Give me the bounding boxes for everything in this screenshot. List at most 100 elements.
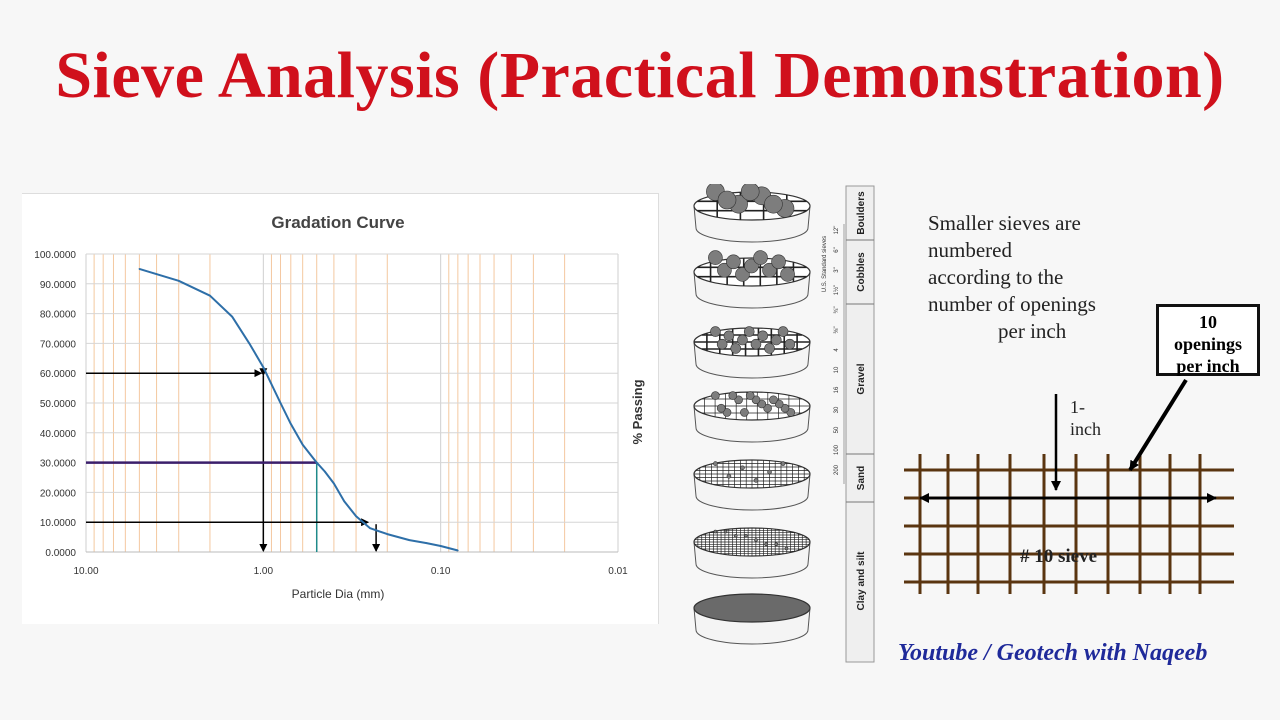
x-tick-label: 0.01 <box>608 566 628 577</box>
y-axis-label: % Passing <box>630 379 645 444</box>
sieve-size-label: 30 <box>834 406 840 413</box>
soil-particle <box>737 334 748 346</box>
sieve-size-label: 1½" <box>833 285 840 295</box>
sieve-size-label: ⅜" <box>834 326 840 333</box>
soil-particle <box>726 473 732 479</box>
soil-particle <box>728 391 738 400</box>
soil-particle <box>744 533 748 538</box>
soil-particle <box>744 258 759 274</box>
curve-data-point <box>315 461 318 464</box>
sieve-size-label: 100 <box>834 444 840 455</box>
openings-pointer-arrow <box>1128 378 1188 472</box>
inch-line: inch <box>1070 419 1101 439</box>
y-tick-label: 40.0000 <box>40 429 77 440</box>
soil-particle <box>777 326 789 337</box>
soil-particle <box>710 326 721 337</box>
sieve-size-label: 10 <box>834 366 840 373</box>
curve-data-point <box>279 402 282 404</box>
soil-particle <box>717 190 737 210</box>
chart-title: Gradation Curve <box>271 213 404 232</box>
soil-particle <box>780 403 790 413</box>
soil-particle <box>764 343 775 354</box>
soil-particle <box>774 399 784 409</box>
curve-data-point <box>177 280 180 282</box>
soil-type-column <box>845 185 875 663</box>
y-tick-label: 10.0000 <box>40 518 77 529</box>
soil-particle <box>743 326 755 337</box>
x-tick-label: 10.00 <box>73 566 98 577</box>
soil-particle <box>717 262 732 278</box>
sieve-rim <box>693 593 811 623</box>
sieve-size-label: 16 <box>834 386 840 393</box>
soil-particle <box>734 395 743 405</box>
soil-particle <box>713 529 718 534</box>
soil-particle <box>771 334 782 346</box>
soil-particle <box>764 542 768 547</box>
curve-data-point <box>457 549 459 552</box>
x-tick-label: 0.10 <box>431 566 451 577</box>
curve-data-point <box>301 443 304 446</box>
soil-particle <box>751 395 761 405</box>
gradation-curve-line <box>139 267 459 552</box>
soil-particle <box>757 399 767 409</box>
y-tick-label: 80.0000 <box>40 310 77 321</box>
gradation-chart-panel: Gradation Curve 100.0000 90.0000 80.0000 70… <box>22 193 659 624</box>
soil-particle <box>723 330 735 342</box>
curve-data-point <box>248 342 251 345</box>
note-line: according to the <box>928 265 1064 289</box>
curve-data-point <box>231 315 233 318</box>
channel-credit: Youtube / Geotech with Naqeeb <box>898 640 1208 666</box>
curve-data-point <box>386 533 389 535</box>
curve-data-point <box>290 423 292 425</box>
soil-particle <box>726 254 741 270</box>
soil-particle <box>723 529 728 534</box>
soil-particle <box>716 403 726 413</box>
x-axis-label: Particle Dia (mm) <box>292 587 385 601</box>
soil-particle <box>740 408 749 417</box>
sieve-numbering-note: Smaller sieves are numbered according to… <box>928 210 1158 345</box>
soil-particle <box>722 408 732 417</box>
soil-particle <box>745 391 755 400</box>
sieve-size-label: 50 <box>834 426 840 433</box>
curve-data-point <box>369 527 371 529</box>
gradation-chart: Gradation Curve 100.0000 90.0000 80.0000 70… <box>34 213 645 601</box>
page-title: Sieve Analysis (Practical Demonstration) <box>55 39 1225 112</box>
soil-particle <box>780 461 786 466</box>
curve-data-point <box>343 500 345 503</box>
soil-type-label: Gravel <box>856 363 867 394</box>
curve-data-point <box>333 482 335 485</box>
soil-particle <box>716 338 728 350</box>
inch-label: 1- inch <box>1070 396 1110 440</box>
curve-data-point <box>425 542 428 544</box>
curve-data-point <box>439 545 442 547</box>
sieve-scale-header: U.S. Standard sieves <box>822 236 828 292</box>
y-tick-label: 90.0000 <box>40 280 77 291</box>
note-line: per inch <box>998 319 1067 343</box>
soil-particle <box>784 338 796 350</box>
x-tick-label: 1.00 <box>254 566 274 577</box>
soil-particle <box>708 250 723 265</box>
curve-data-point <box>408 539 411 541</box>
sieve-size-label: ¾" <box>834 306 840 313</box>
callout-line: 10 <box>1199 312 1217 332</box>
soil-particle <box>763 403 772 413</box>
soil-particle <box>774 542 779 547</box>
sieve-number-label: # 10 sieve <box>1020 546 1098 567</box>
soil-particle <box>730 343 742 354</box>
sieve-opening-diagram: Smaller sieves are numbered according to… <box>890 200 1270 620</box>
soil-particle <box>784 546 789 551</box>
y-tick-label: 60.0000 <box>40 369 77 380</box>
note-line: number of openings <box>928 292 1096 316</box>
curve-data-point <box>355 515 357 518</box>
sieve-size-label: 12" <box>834 226 840 235</box>
soil-particle <box>753 478 759 483</box>
soil-particle <box>750 338 762 350</box>
sieve-size-label: 6" <box>834 247 840 252</box>
sieve-size-label: 3" <box>834 267 840 272</box>
callout-line: per inch <box>1176 356 1240 376</box>
soil-particle <box>740 465 745 471</box>
inch-line: 1- <box>1070 397 1085 417</box>
soil-particle <box>711 391 720 400</box>
soil-particle <box>780 267 795 282</box>
soil-particle <box>767 469 772 475</box>
